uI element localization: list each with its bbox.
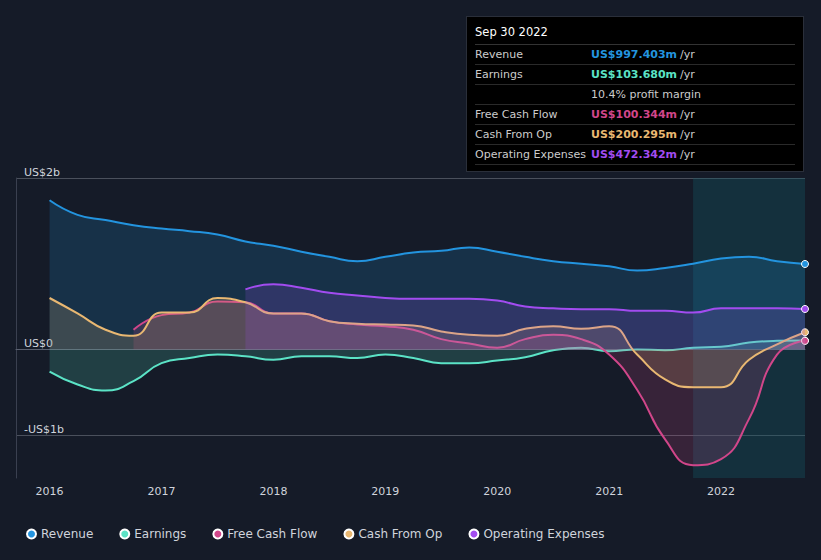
- html-text:Revenue: Revenue: [475, 48, 523, 61]
- html-text:Earnings: Earnings: [475, 68, 523, 81]
- svg-text:US$2b: US$2b: [24, 166, 60, 179]
- html-text:US$200.295m /yr: US$200.295m /yr: [591, 128, 695, 141]
- html-text:US$472.342m /yr: US$472.342m /yr: [591, 148, 695, 161]
- svg-text:2018: 2018: [259, 485, 287, 498]
- html-text:Sep 30 2022: Sep 30 2022: [475, 25, 548, 39]
- svg-text:2017: 2017: [147, 485, 175, 498]
- svg-text:Earnings: Earnings: [134, 527, 186, 541]
- svg-text:2016: 2016: [36, 485, 64, 498]
- html-text:US$103.680m /yr: US$103.680m /yr: [591, 68, 695, 81]
- svg-text:-US$1b: -US$1b: [24, 423, 64, 436]
- svg-text:2020: 2020: [483, 485, 511, 498]
- svg-text:2021: 2021: [595, 485, 623, 498]
- svg-text:Free Cash Flow: Free Cash Flow: [227, 527, 317, 541]
- svg-text:US$0: US$0: [24, 337, 53, 350]
- html-text:Operating Expenses: Operating Expenses: [475, 148, 586, 161]
- svg-text:Cash From Op: Cash From Op: [358, 527, 442, 541]
- html-text:Free Cash Flow: Free Cash Flow: [475, 108, 558, 121]
- svg-text:Revenue: Revenue: [41, 527, 93, 541]
- svg-text:2022: 2022: [707, 485, 735, 498]
- html-text:US$100.344m /yr: US$100.344m /yr: [591, 108, 695, 121]
- svg-text:Operating Expenses: Operating Expenses: [483, 527, 604, 541]
- html-text:US$997.403m /yr: US$997.403m /yr: [591, 48, 695, 61]
- html-text:Cash From Op: Cash From Op: [475, 128, 552, 141]
- svg-text:2019: 2019: [371, 485, 399, 498]
- html-text:10.4% profit margin: 10.4% profit margin: [591, 88, 701, 101]
